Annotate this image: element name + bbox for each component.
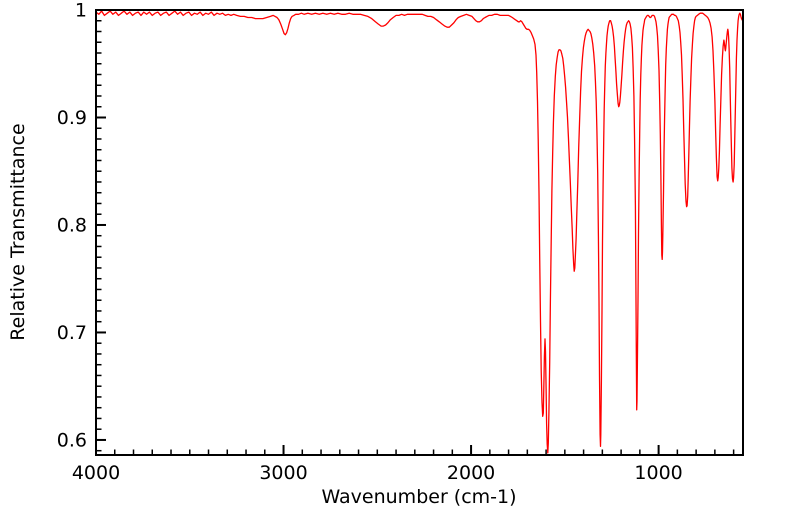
spectrum-series-group <box>95 10 744 454</box>
x-tick-label: 2000 <box>447 462 495 484</box>
y-tick-label: 0.6 <box>57 429 87 451</box>
x-axis-label: Wavenumber (cm-1) <box>321 486 516 508</box>
y-tick-label: 0.8 <box>57 214 87 236</box>
x-tick-label: 3000 <box>259 462 307 484</box>
plot-frame <box>95 9 744 456</box>
y-axis-ticks <box>97 9 106 452</box>
y-tick-label: 1 <box>75 0 87 22</box>
y-axis-tick-labels: 0.6 0.7 0.8 0.9 1 <box>57 0 87 451</box>
y-axis-label: Relative Transmittance <box>7 123 29 340</box>
y-tick-label: 0.9 <box>57 107 87 129</box>
x-tick-label: 4000 <box>72 462 120 484</box>
x-tick-label: 1000 <box>634 462 682 484</box>
y-tick-label: 0.7 <box>57 322 87 344</box>
spectrum-line <box>95 10 744 454</box>
x-axis-tick-labels: 4000 3000 2000 1000 <box>72 462 683 484</box>
x-axis-ticks <box>95 445 735 454</box>
